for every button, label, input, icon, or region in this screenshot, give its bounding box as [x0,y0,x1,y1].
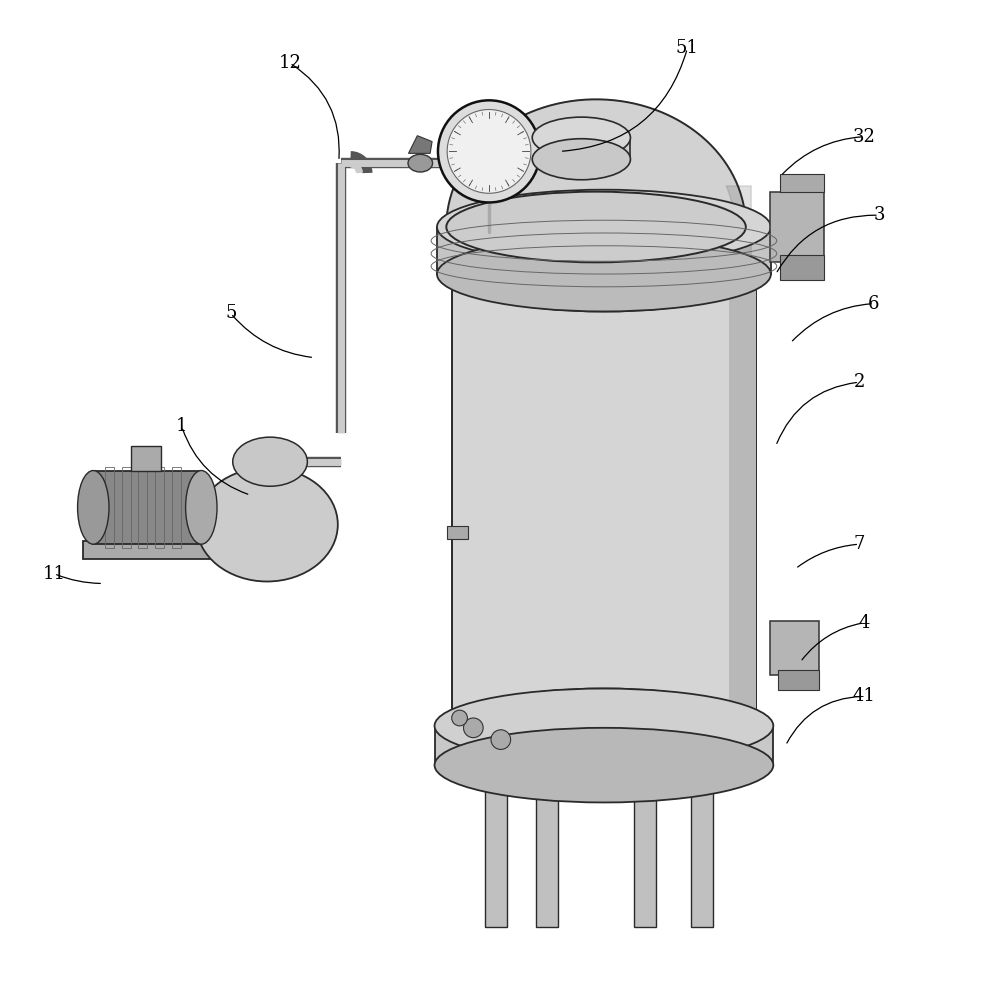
Circle shape [452,710,467,726]
Text: 6: 6 [868,295,880,313]
Text: 51: 51 [676,39,699,57]
Ellipse shape [532,139,630,180]
Circle shape [491,730,511,749]
Circle shape [464,718,483,738]
Ellipse shape [452,689,756,763]
Ellipse shape [233,437,307,486]
Text: 4: 4 [858,614,870,632]
Text: 32: 32 [852,128,876,146]
Bar [485,765,507,927]
Text: 11: 11 [42,565,66,583]
Bar [536,765,558,927]
Bar [729,274,756,726]
Bar [778,670,819,690]
Bar [122,467,131,548]
Ellipse shape [196,468,338,582]
Ellipse shape [446,192,745,262]
Text: 12: 12 [278,54,301,72]
Bar [437,227,771,274]
Polygon shape [446,99,745,227]
Bar [691,765,713,927]
Ellipse shape [78,471,109,544]
Text: 41: 41 [852,687,876,705]
Bar [780,174,824,192]
Text: 2: 2 [853,373,865,391]
Bar [132,446,161,471]
Circle shape [438,100,540,202]
Bar [452,274,756,726]
Bar [634,765,656,927]
Bar [780,255,824,280]
Bar [172,467,181,548]
Bar [155,467,164,548]
Bar [532,138,630,159]
Text: 1: 1 [176,417,188,435]
Ellipse shape [434,689,773,763]
Ellipse shape [434,728,773,802]
Circle shape [447,110,531,193]
Ellipse shape [409,154,432,172]
Ellipse shape [437,190,771,264]
Text: 7: 7 [853,535,865,553]
Bar [105,467,114,548]
Bar [83,541,295,559]
Bar [93,471,201,544]
Bar [447,526,468,539]
Text: 3: 3 [873,206,885,224]
Ellipse shape [452,237,756,311]
Polygon shape [409,136,432,153]
Bar [138,467,147,548]
Ellipse shape [532,117,630,158]
Bar [434,726,774,765]
Bar [770,192,824,262]
Ellipse shape [186,471,217,544]
Text: 5: 5 [225,304,237,322]
Ellipse shape [437,237,771,311]
Bar [770,621,819,675]
